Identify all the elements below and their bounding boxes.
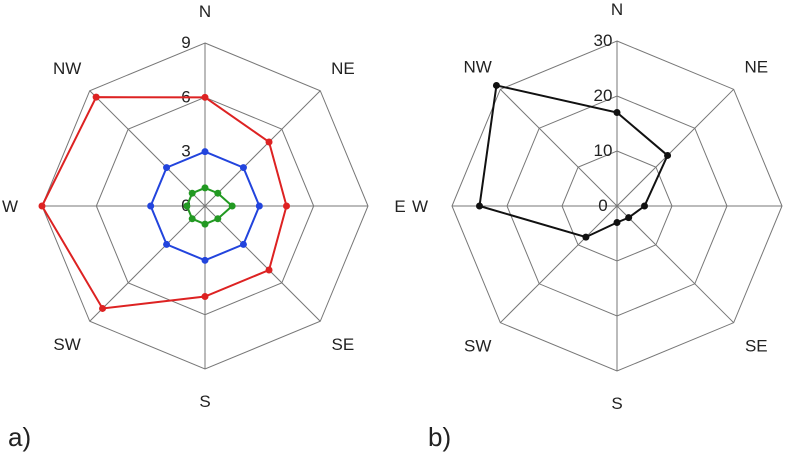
data-point — [476, 202, 483, 210]
direction-label: SE — [332, 335, 355, 354]
direction-label: E — [394, 197, 405, 216]
panel-label: b) — [428, 422, 451, 452]
data-point — [38, 202, 46, 210]
grid-spoke — [204, 90, 321, 207]
data-point — [99, 304, 107, 312]
grid-spoke — [204, 205, 321, 322]
radial-tick-label: 10 — [594, 141, 613, 160]
data-point — [265, 138, 273, 146]
data-point — [201, 293, 209, 301]
data-point — [625, 214, 633, 222]
radial-tick-label: 9 — [181, 33, 190, 52]
grid-spoke — [616, 88, 735, 207]
direction-label: N — [199, 2, 211, 21]
data-point — [183, 202, 191, 210]
data-point — [228, 202, 236, 210]
data-point — [163, 164, 171, 172]
data-point — [188, 215, 196, 223]
data-point — [283, 202, 290, 210]
direction-label: SW — [53, 335, 80, 354]
data-point — [239, 164, 247, 172]
direction-label: S — [611, 394, 622, 413]
direction-label: W — [2, 197, 18, 216]
data-point — [201, 148, 209, 156]
data-point — [582, 233, 590, 241]
direction-label: NE — [744, 58, 768, 77]
data-point — [188, 189, 196, 197]
radar-panel-a: NNEESESSWWNW0369a) — [2, 2, 406, 452]
direction-label: SE — [745, 336, 768, 355]
direction-label: W — [412, 197, 428, 216]
direction-label: NE — [331, 59, 355, 78]
direction-label: S — [199, 392, 210, 411]
data-point — [613, 109, 621, 116]
data-point — [492, 81, 500, 89]
grid-spoke — [499, 88, 618, 207]
data-point — [201, 184, 209, 192]
direction-label: SW — [464, 336, 491, 355]
data-point — [239, 240, 247, 248]
direction-label: NW — [464, 58, 492, 77]
grid-spoke — [499, 205, 618, 324]
panel-label: a) — [8, 422, 31, 452]
radial-tick-label: 0 — [598, 196, 607, 215]
data-point — [201, 256, 209, 264]
data-point — [664, 151, 672, 159]
series-line — [478, 84, 669, 239]
series-line — [40, 96, 288, 310]
data-point — [214, 189, 222, 197]
radial-tick-label: 20 — [594, 86, 613, 105]
data-point — [92, 93, 100, 101]
data-point — [214, 215, 222, 223]
data-point — [201, 93, 209, 101]
radar-panel-b: NNEESESSWWNW0102030b) — [412, 0, 783, 452]
data-point — [265, 266, 273, 274]
data-point — [147, 202, 155, 210]
radial-tick-label: 30 — [594, 31, 613, 50]
grid-spoke — [89, 205, 206, 322]
grid-spoke — [89, 90, 206, 207]
data-point — [255, 202, 263, 210]
data-point — [641, 202, 648, 210]
direction-label: NW — [53, 59, 81, 78]
data-point — [163, 240, 171, 248]
grid-spoke — [616, 205, 735, 324]
data-point — [201, 220, 209, 228]
radial-tick-label: 3 — [181, 142, 190, 161]
direction-label: N — [611, 0, 623, 19]
data-point — [613, 219, 621, 226]
